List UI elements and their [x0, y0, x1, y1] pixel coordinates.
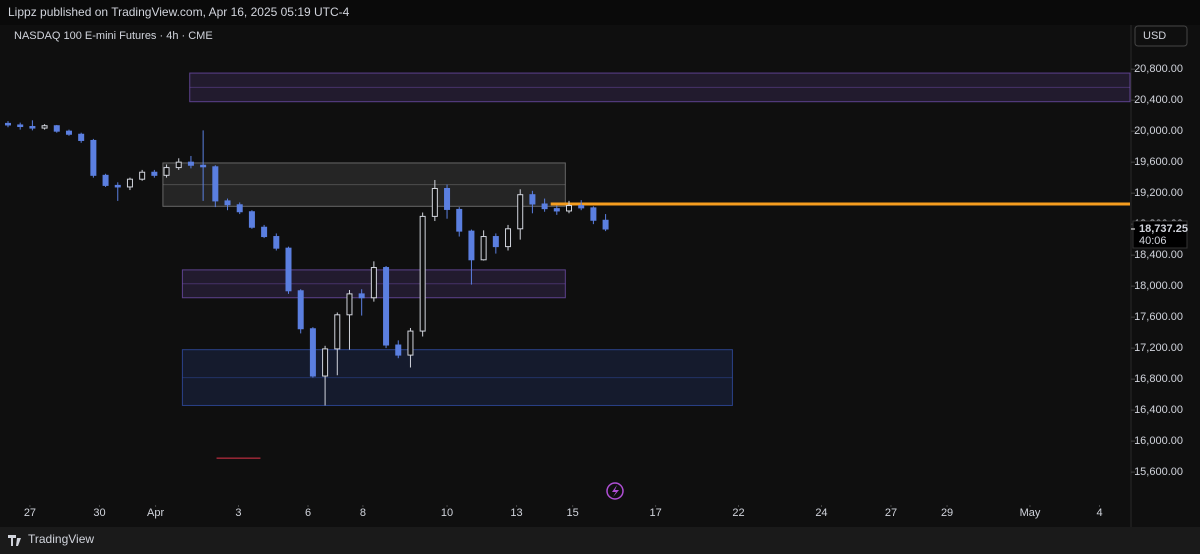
candle-body — [224, 200, 231, 206]
candle-body — [334, 314, 341, 350]
currency-button[interactable] — [1134, 25, 1188, 47]
candle-body — [395, 344, 402, 356]
x-tick-label: May — [1020, 507, 1041, 519]
candle-body — [431, 187, 438, 217]
candle-body — [566, 205, 572, 212]
x-tick-label: 15 — [567, 507, 579, 519]
x-tick-label: 13 — [510, 507, 522, 519]
candle-body — [358, 293, 365, 299]
y-tick-label: 20,000.00 — [1134, 125, 1183, 137]
candle-body — [90, 139, 97, 176]
candle-body — [419, 215, 426, 332]
x-tick-label: 6 — [305, 507, 311, 519]
y-tick-label: 16,800.00 — [1134, 373, 1183, 385]
last-price-box — [1132, 220, 1188, 249]
candle-body — [187, 161, 194, 166]
candle-body — [163, 167, 170, 176]
x-tick-label: 22 — [732, 507, 744, 519]
candle-body — [175, 161, 182, 169]
y-tick-label: 17,600.00 — [1134, 311, 1183, 323]
candle-body — [139, 171, 146, 180]
candle-body — [29, 126, 36, 129]
candle-body — [236, 204, 243, 213]
x-tick-label: 29 — [941, 507, 953, 519]
y-tick-label: 16,000.00 — [1134, 435, 1183, 447]
candle-body — [151, 171, 158, 176]
alert-icon-bolt — [612, 485, 619, 497]
y-tick-label: 18,000.00 — [1134, 280, 1183, 292]
candle-body — [200, 164, 207, 168]
candle-body — [541, 203, 548, 210]
x-tick-label: Apr — [147, 507, 164, 519]
candle-body — [53, 125, 60, 132]
zone — [181, 349, 733, 406]
alert-icon[interactable] — [606, 482, 624, 500]
x-tick-label: 27 — [24, 507, 36, 519]
candle-body — [444, 187, 451, 210]
zone — [162, 162, 566, 207]
candle-body — [492, 236, 499, 248]
y-tick-label: 20,400.00 — [1134, 94, 1183, 106]
candle-body — [578, 205, 585, 209]
footer-brand: TradingView — [28, 532, 94, 546]
y-tick-label: 19,600.00 — [1134, 156, 1183, 168]
candle-body — [468, 230, 475, 261]
candle-body — [212, 166, 219, 202]
y-tick-label: 18,400.00 — [1134, 249, 1183, 261]
candle-body — [517, 194, 524, 230]
candle-body — [590, 207, 597, 221]
candle-body — [126, 178, 133, 188]
brand-logo — [8, 535, 21, 546]
candle-body — [370, 267, 377, 299]
y-tick-label: 15,600.00 — [1134, 466, 1183, 478]
x-tick-label: 30 — [93, 507, 105, 519]
header-bar — [0, 0, 1200, 25]
y-tick-label: 19,200.00 — [1134, 187, 1183, 199]
candle-body — [41, 125, 48, 129]
x-tick-label: 8 — [360, 507, 366, 519]
x-tick-label: 4 — [1096, 507, 1102, 519]
candle-body — [297, 290, 304, 330]
x-tick-label: 3 — [235, 507, 241, 519]
candle-body — [505, 228, 512, 248]
currency: USD — [1143, 30, 1166, 42]
x-tick-label: 24 — [815, 507, 827, 519]
chart-title: NASDAQ 100 E-mini Futures · 4h · CME — [14, 30, 213, 42]
last-price-label: 18,737.25 — [1139, 223, 1188, 235]
candle-body — [456, 208, 463, 232]
candle-body — [261, 226, 268, 238]
zone — [189, 72, 1131, 103]
countdown: 40:06 — [1139, 235, 1167, 247]
candle-body — [407, 330, 414, 356]
candle-body — [273, 236, 280, 249]
candle-body — [5, 122, 11, 126]
header-text: Lippz published on TradingView.com, Apr … — [8, 5, 350, 19]
candle-body — [602, 219, 609, 230]
x-tick-label: 17 — [649, 507, 661, 519]
candle-body — [480, 236, 487, 261]
candle-body — [309, 328, 316, 377]
candle-body — [65, 130, 72, 135]
footer-bar — [0, 527, 1200, 554]
candle-body — [346, 293, 353, 316]
candle-body — [248, 211, 255, 228]
y-tick-label: 20,800.00 — [1134, 63, 1183, 75]
candle-body — [78, 133, 85, 141]
x-tick-label: 10 — [441, 507, 453, 519]
candle-body — [17, 124, 24, 128]
candle-body — [114, 184, 121, 188]
x-tick-label: 27 — [885, 507, 897, 519]
candle-body — [383, 267, 390, 346]
candle-body — [529, 194, 536, 205]
candle-body — [322, 348, 329, 377]
y-tick-label: 17,200.00 — [1134, 342, 1183, 354]
candle-body — [102, 174, 109, 186]
y-tick-label: 16,400.00 — [1134, 404, 1183, 416]
candle-body — [553, 208, 560, 212]
candle-body — [285, 247, 292, 292]
